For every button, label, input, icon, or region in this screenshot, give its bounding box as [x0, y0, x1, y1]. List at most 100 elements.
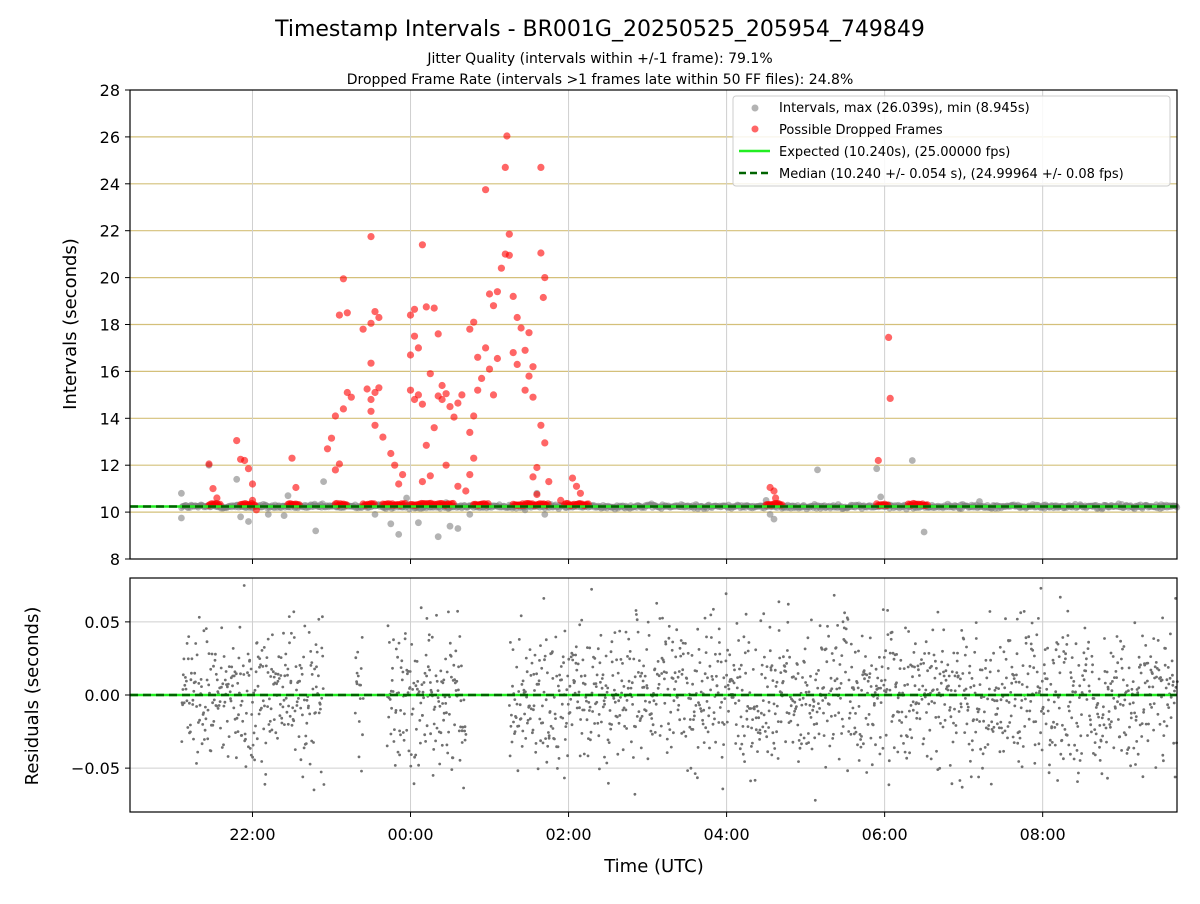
residual-point [192, 737, 195, 741]
residual-point [582, 708, 586, 712]
residual-point [356, 650, 360, 654]
residual-point [1082, 651, 1086, 655]
residual-point [762, 713, 766, 717]
residual-point [627, 679, 631, 683]
dropped-frame-point [209, 485, 217, 493]
residual-point [753, 705, 756, 709]
residual-point [935, 666, 938, 670]
dropped-frame-point [331, 412, 339, 420]
residual-point [655, 601, 659, 605]
residual-point [1098, 759, 1102, 762]
residual-point [1139, 663, 1142, 667]
residual-point [318, 702, 322, 706]
residual-point [420, 683, 424, 686]
residual-point [1024, 697, 1027, 701]
residual-point [986, 727, 990, 731]
residual-point [279, 702, 282, 706]
residual-point [986, 697, 989, 701]
residual-point [930, 700, 934, 703]
residual-point [865, 673, 869, 677]
residual-point [1129, 711, 1133, 715]
residual-point [874, 667, 878, 671]
residual-point [970, 677, 974, 680]
residual-point [1138, 665, 1141, 669]
residual-point [566, 702, 570, 706]
residual-point [971, 748, 974, 752]
residual-point [539, 644, 542, 647]
residual-point [737, 639, 740, 642]
residual-point [197, 721, 200, 724]
dropped-frame-point [466, 428, 474, 436]
residual-point [769, 668, 773, 672]
residual-point [429, 681, 432, 684]
residual-point [928, 728, 932, 732]
residual-point [630, 740, 633, 744]
residual-point [867, 713, 871, 716]
legend-marker-dropped [751, 125, 759, 133]
residual-point [459, 725, 462, 729]
residual-point [1076, 780, 1079, 783]
residual-point [1000, 682, 1004, 686]
residual-point [707, 706, 711, 710]
dropped-frame-point [537, 163, 545, 171]
residual-point [528, 648, 532, 651]
residual-point [1073, 743, 1076, 747]
residual-point [750, 745, 753, 748]
dropped-frame-point [525, 329, 533, 337]
residual-point [265, 656, 269, 659]
residual-point [1103, 681, 1107, 685]
dropped-frame-point [434, 330, 442, 338]
residual-point [355, 671, 359, 675]
residual-point [706, 676, 709, 680]
residual-point [317, 711, 321, 715]
residual-point [319, 707, 322, 711]
dropped-frame-point [371, 308, 379, 316]
residual-point [774, 685, 778, 688]
residual-point [957, 710, 961, 713]
residual-point [1045, 687, 1049, 691]
residual-point [242, 584, 246, 587]
residual-point [993, 699, 996, 703]
residual-point [1115, 635, 1119, 638]
residual-point [692, 710, 696, 714]
residual-point [856, 743, 859, 747]
residual-point [432, 708, 436, 711]
residual-point [898, 719, 901, 722]
residual-point [1120, 657, 1123, 661]
residual-point [553, 712, 557, 716]
residual-point [1146, 679, 1149, 683]
residual-point [1112, 696, 1116, 700]
residual-point [846, 769, 849, 773]
dropped-frame-point [482, 344, 490, 352]
dropped-frame-point [509, 349, 517, 357]
residual-point [399, 709, 402, 712]
residual-point [1104, 726, 1108, 730]
residual-point [425, 674, 428, 678]
residual-point [778, 656, 782, 660]
residual-point [721, 787, 725, 791]
residual-point [408, 686, 412, 689]
residual-point [591, 665, 595, 669]
residual-point [739, 715, 743, 719]
residual-point [1072, 757, 1076, 761]
residual-point [1134, 715, 1138, 718]
residual-point [804, 702, 808, 706]
residual-point [1067, 743, 1071, 747]
residual-point [561, 716, 565, 720]
residual-point [1105, 740, 1108, 744]
residual-point [705, 635, 708, 639]
residual-point [696, 776, 699, 780]
residual-point [988, 687, 991, 691]
residual-point [727, 709, 730, 713]
residual-point [434, 674, 438, 678]
residual-point [396, 750, 400, 754]
residual-point [764, 721, 768, 725]
residual-point [573, 680, 576, 683]
residual-point [388, 641, 391, 644]
residual-point [243, 732, 247, 736]
residual-point [898, 667, 902, 670]
residual-point [425, 617, 429, 620]
residual-point [183, 683, 187, 687]
residual-point [226, 755, 230, 758]
residual-point [831, 737, 835, 740]
